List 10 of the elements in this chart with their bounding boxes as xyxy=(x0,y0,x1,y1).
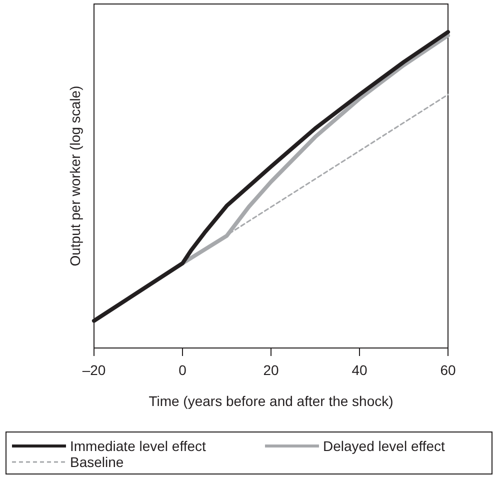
x-tick-label: 0 xyxy=(178,362,187,378)
y-axis-title: Output per worker (log scale) xyxy=(67,86,83,266)
x-tick-label: 60 xyxy=(440,362,456,378)
x-tick-label: –20 xyxy=(82,362,106,378)
x-axis-title: Time (years before and after the shock) xyxy=(148,393,394,409)
x-tick-label: 20 xyxy=(263,362,279,378)
legend-label: Baseline xyxy=(70,454,124,470)
legend-label: Delayed level effect xyxy=(323,438,446,454)
x-tick-label: 40 xyxy=(352,362,368,378)
legend-label: Immediate level effect xyxy=(70,438,206,454)
